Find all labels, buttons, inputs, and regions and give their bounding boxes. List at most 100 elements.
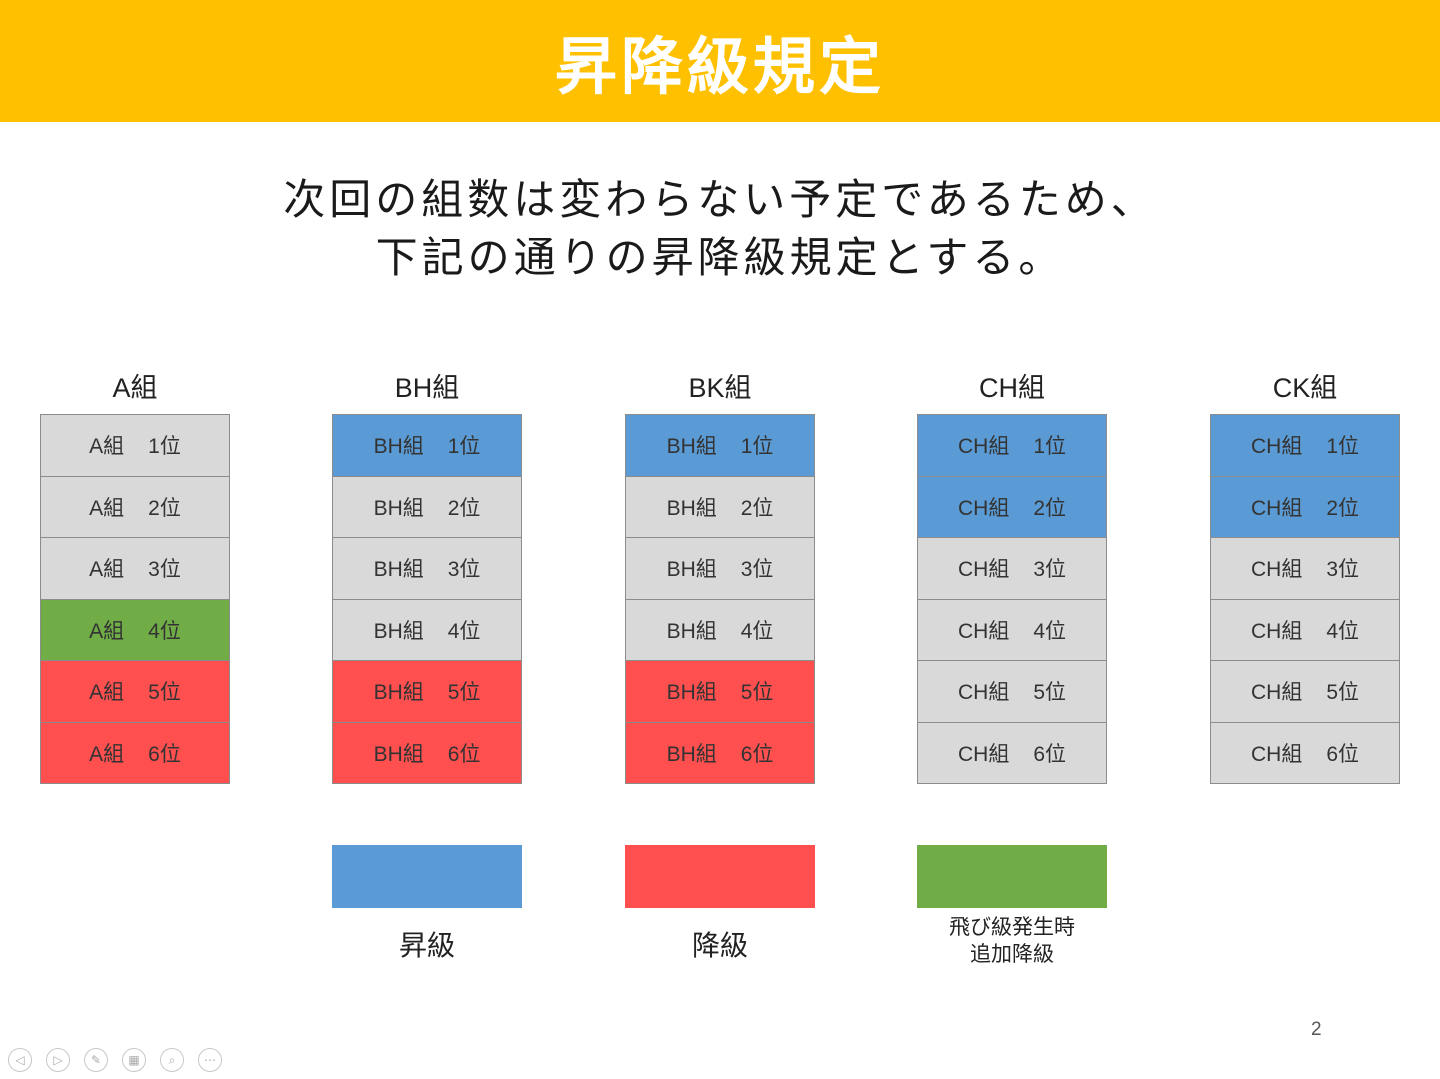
subtitle-line-2: 下記の通りの昇降級規定とする。 — [375, 233, 1065, 282]
rank-cell: CH組 6位 — [918, 722, 1106, 783]
legend-extra-line-1: 飛び級発生時 — [949, 916, 1075, 939]
legend-extra-swatch — [917, 845, 1107, 908]
rank-cell: CH組 2位 — [918, 476, 1106, 538]
rank-cell: BH組 5位 — [626, 661, 814, 723]
rank-cell-rank: 2位 — [740, 496, 774, 520]
rank-cell-group: CH組 — [1250, 496, 1303, 520]
rank-cell-group: CH組 — [1250, 742, 1303, 766]
rank-cell: CH組 1位 — [1211, 415, 1399, 477]
group-title: BH組 — [394, 373, 460, 403]
rank-table: CH組 1位 CH組 2位 CH組 3位 CH組 4位 CH組 5位 CH組 6位 — [917, 414, 1107, 784]
rank-cell-rank: 2位 — [447, 496, 481, 520]
rank-cell-rank: 4位 — [740, 619, 774, 643]
rank-cell-group: A組 — [89, 435, 125, 459]
legend-demote-label: 降級 — [691, 930, 748, 961]
zoom-icon[interactable]: ⌕ — [160, 1048, 184, 1072]
rank-table: BH組 1位 BH組 2位 BH組 3位 BH組 4位 BH組 5位 BH組 6位 — [332, 414, 522, 784]
rank-cell-rank: 1位 — [447, 435, 481, 459]
next-icon[interactable]: ▷ — [46, 1048, 70, 1072]
rank-cell-group: BH組 — [666, 681, 717, 705]
rank-cell-group: CH組 — [957, 435, 1010, 459]
rank-cell-rank: 1位 — [1033, 435, 1067, 459]
rank-cell-group: BH組 — [373, 742, 424, 766]
rank-cell-group: BH組 — [666, 558, 717, 582]
rank-table: A組 1位 A組 2位 A組 3位 A組 4位 A組 5位 A組 6位 — [40, 414, 230, 784]
rank-cell-group: CH組 — [1250, 681, 1303, 705]
rank-cell-group: CH組 — [957, 558, 1010, 582]
rank-cell: CH組 3位 — [1211, 538, 1399, 600]
rank-cell: BH組 3位 — [333, 538, 521, 600]
subtitle-line-1: 次回の組数は変わらない予定であるため、 — [283, 175, 1157, 224]
rank-cell-rank: 1位 — [740, 435, 774, 459]
legend-extra-line-2: 追加降級 — [970, 943, 1054, 966]
legend-extra-label: 飛び級発生時 追加降級 — [917, 914, 1107, 968]
legend-promote-swatch — [332, 845, 522, 908]
rank-cell-rank: 4位 — [148, 619, 181, 643]
rank-cell: CH組 5位 — [1211, 661, 1399, 723]
previous-icon[interactable]: ◁ — [8, 1048, 32, 1072]
rank-cell-rank: 6位 — [1033, 742, 1067, 766]
rank-cell: BH組 4位 — [333, 599, 521, 661]
group-title: CK組 — [1272, 373, 1338, 403]
rank-cell-group: CH組 — [1250, 558, 1303, 582]
more-icon[interactable]: ⋯ — [198, 1048, 222, 1072]
rank-cell-group: BH組 — [666, 619, 717, 643]
rank-cell-rank: 2位 — [1033, 496, 1067, 520]
rank-cell-group: BH組 — [666, 435, 717, 459]
rank-cell-rank: 4位 — [1326, 619, 1360, 643]
rank-cell-group: A組 — [89, 496, 125, 520]
rank-cell-rank: 3位 — [148, 558, 181, 582]
rank-cell-group: CH組 — [957, 681, 1010, 705]
rank-cell-group: CH組 — [957, 742, 1010, 766]
rank-cell: BH組 3位 — [626, 538, 814, 600]
rank-cell-rank: 6位 — [447, 742, 481, 766]
rank-cell: A組 2位 — [41, 476, 229, 538]
rank-cell-group: A組 — [89, 681, 125, 705]
rank-cell-group: BH組 — [373, 496, 424, 520]
rank-table: CH組 1位 CH組 2位 CH組 3位 CH組 4位 CH組 5位 CH組 6位 — [1210, 414, 1400, 784]
rank-cell: CH組 5位 — [918, 661, 1106, 723]
rank-cell: BH組 1位 — [626, 415, 814, 477]
group-title: A組 — [112, 373, 158, 403]
rank-cell-group: BH組 — [373, 681, 424, 705]
rank-cell: BH組 4位 — [626, 599, 814, 661]
rank-cell-rank: 4位 — [447, 619, 481, 643]
rank-cell-group: CH組 — [957, 619, 1010, 643]
rank-cell-rank: 4位 — [1033, 619, 1067, 643]
rank-cell-rank: 5位 — [148, 681, 181, 705]
rank-cell: CH組 6位 — [1211, 722, 1399, 783]
rank-cell-group: A組 — [89, 619, 125, 643]
rank-cell: A組 3位 — [41, 538, 229, 600]
group-title: BK組 — [688, 373, 752, 403]
rank-cell-group: BH組 — [666, 742, 717, 766]
rank-cell-rank: 5位 — [740, 681, 774, 705]
rank-cell: BH組 5位 — [333, 661, 521, 723]
rank-cell: A組 6位 — [41, 722, 229, 783]
rank-cell-group: CH組 — [1250, 435, 1303, 459]
rank-cell: BH組 1位 — [333, 415, 521, 477]
rank-cell: BH組 2位 — [333, 476, 521, 538]
rank-cell: BH組 2位 — [626, 476, 814, 538]
legend-promote-label: 昇級 — [398, 930, 455, 961]
rank-cell: BH組 6位 — [626, 722, 814, 783]
rank-cell-group: BH組 — [666, 496, 717, 520]
slides-icon[interactable]: ▦ — [122, 1048, 146, 1072]
rank-cell-group: A組 — [89, 742, 125, 766]
rank-cell-rank: 5位 — [447, 681, 481, 705]
rank-cell-rank: 6位 — [148, 742, 181, 766]
rank-cell: CH組 3位 — [918, 538, 1106, 600]
rank-cell: A組 5位 — [41, 661, 229, 723]
rank-cell-rank: 1位 — [1326, 435, 1360, 459]
rank-cell-rank: 2位 — [148, 496, 181, 520]
title-banner: 昇降級規定 — [0, 0, 1440, 122]
rank-cell: CH組 2位 — [1211, 476, 1399, 538]
rank-cell: A組 4位 — [41, 599, 229, 661]
rank-cell: CH組 1位 — [918, 415, 1106, 477]
rank-cell: CH組 4位 — [1211, 599, 1399, 661]
rank-cell-group: CH組 — [957, 496, 1010, 520]
rank-cell-rank: 3位 — [1033, 558, 1067, 582]
rank-cell-rank: 5位 — [1033, 681, 1067, 705]
rank-cell-rank: 6位 — [1326, 742, 1360, 766]
rank-cell-rank: 3位 — [1326, 558, 1360, 582]
pen-icon[interactable]: ✎ — [84, 1048, 108, 1072]
